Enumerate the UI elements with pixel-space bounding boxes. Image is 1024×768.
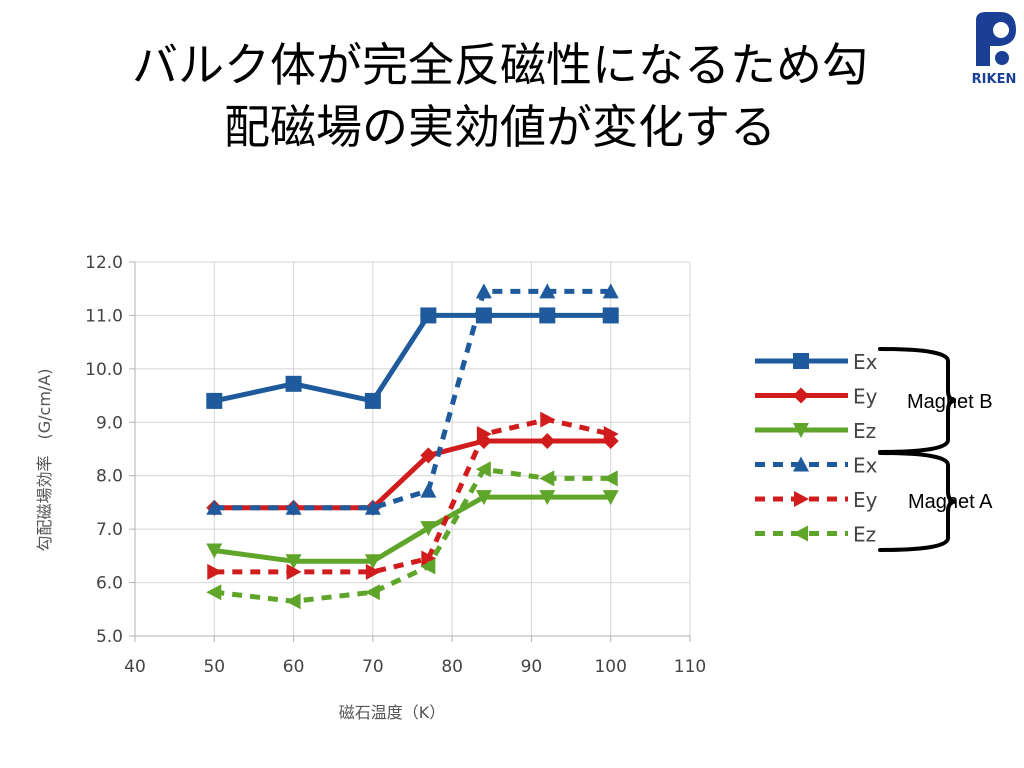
slide-title-line-2: 配磁場の実効値が変化する [224,100,776,154]
data-point [476,426,492,443]
data-point [285,499,302,515]
series-line [213,312,611,404]
riken-logo-text: RIKEN [971,72,1017,87]
series-5-ez-dashed [206,461,618,610]
data-point [602,307,619,324]
x-tick-label: 40 [124,657,146,677]
x-tick-label: 50 [203,657,225,677]
data-point [364,392,381,409]
series-4-ey-dashed [207,411,619,580]
y-axis-label: 勾配磁場効率 (G/cm/A) [35,369,54,552]
x-axis-label: 磁石温度（K） [339,703,446,722]
slide-title: バルク体が完全反磁性になるため勾 配磁場の実効値が変化する [40,34,960,158]
data-point [540,411,556,428]
data-point [285,375,302,392]
series-0-ex-solid [206,307,619,409]
y-tick-label: 5.0 [96,627,123,647]
legend-entry: Ez [853,419,876,443]
series-2-ez-solid [206,490,619,570]
data-point [420,482,437,498]
data-point [207,563,223,580]
data-point [420,558,436,575]
data-point [206,499,223,515]
x-tick-label: 80 [441,657,463,677]
chart-series [206,283,619,610]
data-point [285,593,301,610]
data-point [364,554,381,570]
series-1-ey-solid [206,432,619,516]
data-point [603,426,619,443]
y-tick-label: 12.0 [85,253,123,273]
magnet-a-bracket [878,451,957,552]
data-point [539,432,556,449]
data-point [602,470,618,487]
data-point [539,307,556,324]
data-point [420,307,437,324]
x-tick-label: 60 [283,657,305,677]
y-tick-label: 11.0 [85,306,123,326]
data-point [475,490,492,506]
data-point [421,550,437,567]
data-point [475,283,492,299]
y-tick-label: 9.0 [96,413,123,433]
data-point [206,584,222,601]
data-point [602,490,619,506]
legend-entry: Ez [853,523,876,547]
magnet-b-bracket [878,347,957,454]
data-point [285,554,302,570]
legend-marker [793,525,808,542]
y-tick-label: 6.0 [96,574,123,594]
chart-axis-ticks: 40 50 60 70 80 90 100 110 5.0 6.0 7.0 8.0 9.0 10.0 11.… [85,253,706,677]
data-point [539,470,555,487]
legend-brackets [878,347,957,552]
series-3-ex-dashed [206,283,619,515]
data-point [420,447,437,464]
riken-logo: RIKEN [966,8,1022,92]
data-point [364,584,380,601]
y-tick-label: 7.0 [96,520,123,540]
x-tick-label: 110 [674,657,706,677]
magnet-b-label: Magnet B [907,391,993,413]
slide-title-line-1: バルク体が完全反磁性になるため勾 [132,38,868,92]
data-point [206,543,223,559]
data-point [364,499,381,515]
y-tick-label: 10.0 [85,360,123,380]
x-tick-label: 100 [594,657,626,677]
data-point [539,283,556,299]
legend-entry: Ex [853,454,878,478]
data-point [365,563,381,580]
legend-entry: Ey [853,488,878,512]
data-point [539,490,556,506]
data-point [206,392,223,409]
legend-entry: Ey [853,385,878,409]
x-tick-label: 70 [362,657,384,677]
legend-marker [794,491,809,507]
data-point [420,521,437,537]
legend-marker [793,456,809,472]
y-tick-label: 8.0 [96,467,123,487]
magnet-a-label: Magnet A [908,491,993,513]
legend-marker [793,423,809,438]
data-point [475,461,491,478]
data-point [602,283,619,299]
data-point [286,563,302,580]
riken-logo-mark [976,12,1016,66]
legend-entry: Ex [853,350,878,374]
legend-marker [793,387,809,404]
legend-marker [793,353,809,369]
chart-legend: Ex Ey Ez Ex Ey Ez [755,350,878,547]
x-tick-label: 90 [521,657,543,677]
